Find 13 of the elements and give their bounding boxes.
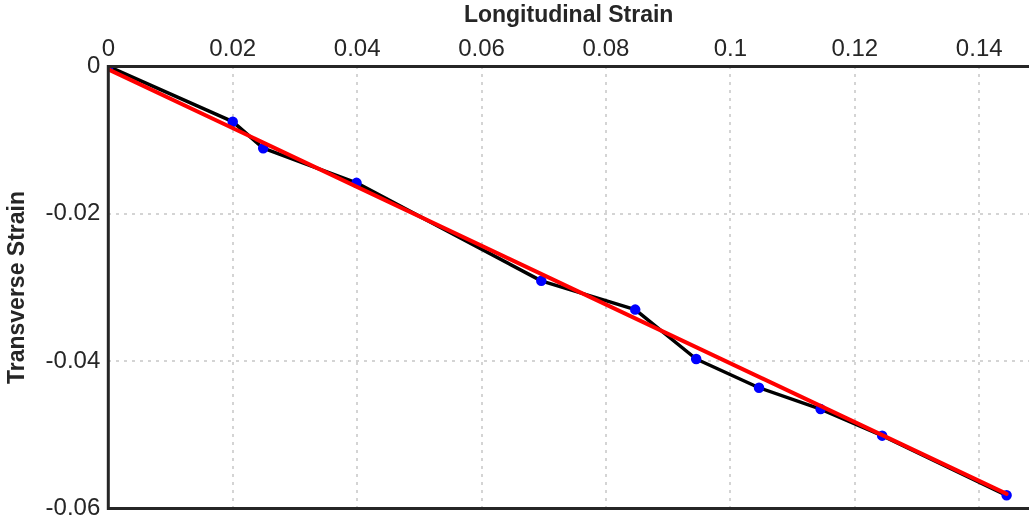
- x-tick-label: 0.02: [209, 33, 257, 61]
- x-tick-label: 0.04: [333, 33, 381, 61]
- x-axis-title: Longitudinal Strain: [463, 1, 674, 28]
- x-tick-label: 0.08: [582, 33, 630, 61]
- y-axis-title: Transverse Strain: [3, 190, 30, 385]
- x-tick-label: 0.12: [831, 33, 879, 61]
- y-tick-label: -0.02: [45, 198, 101, 226]
- x-tick-label: 0.06: [458, 33, 505, 61]
- x-tick-label: 0.1: [713, 33, 748, 61]
- y-tick-label: -0.06: [45, 493, 101, 521]
- x-tick-label: 0.14: [955, 33, 1003, 61]
- y-tick-label: 0: [86, 51, 101, 79]
- y-tick-label: -0.04: [45, 345, 101, 373]
